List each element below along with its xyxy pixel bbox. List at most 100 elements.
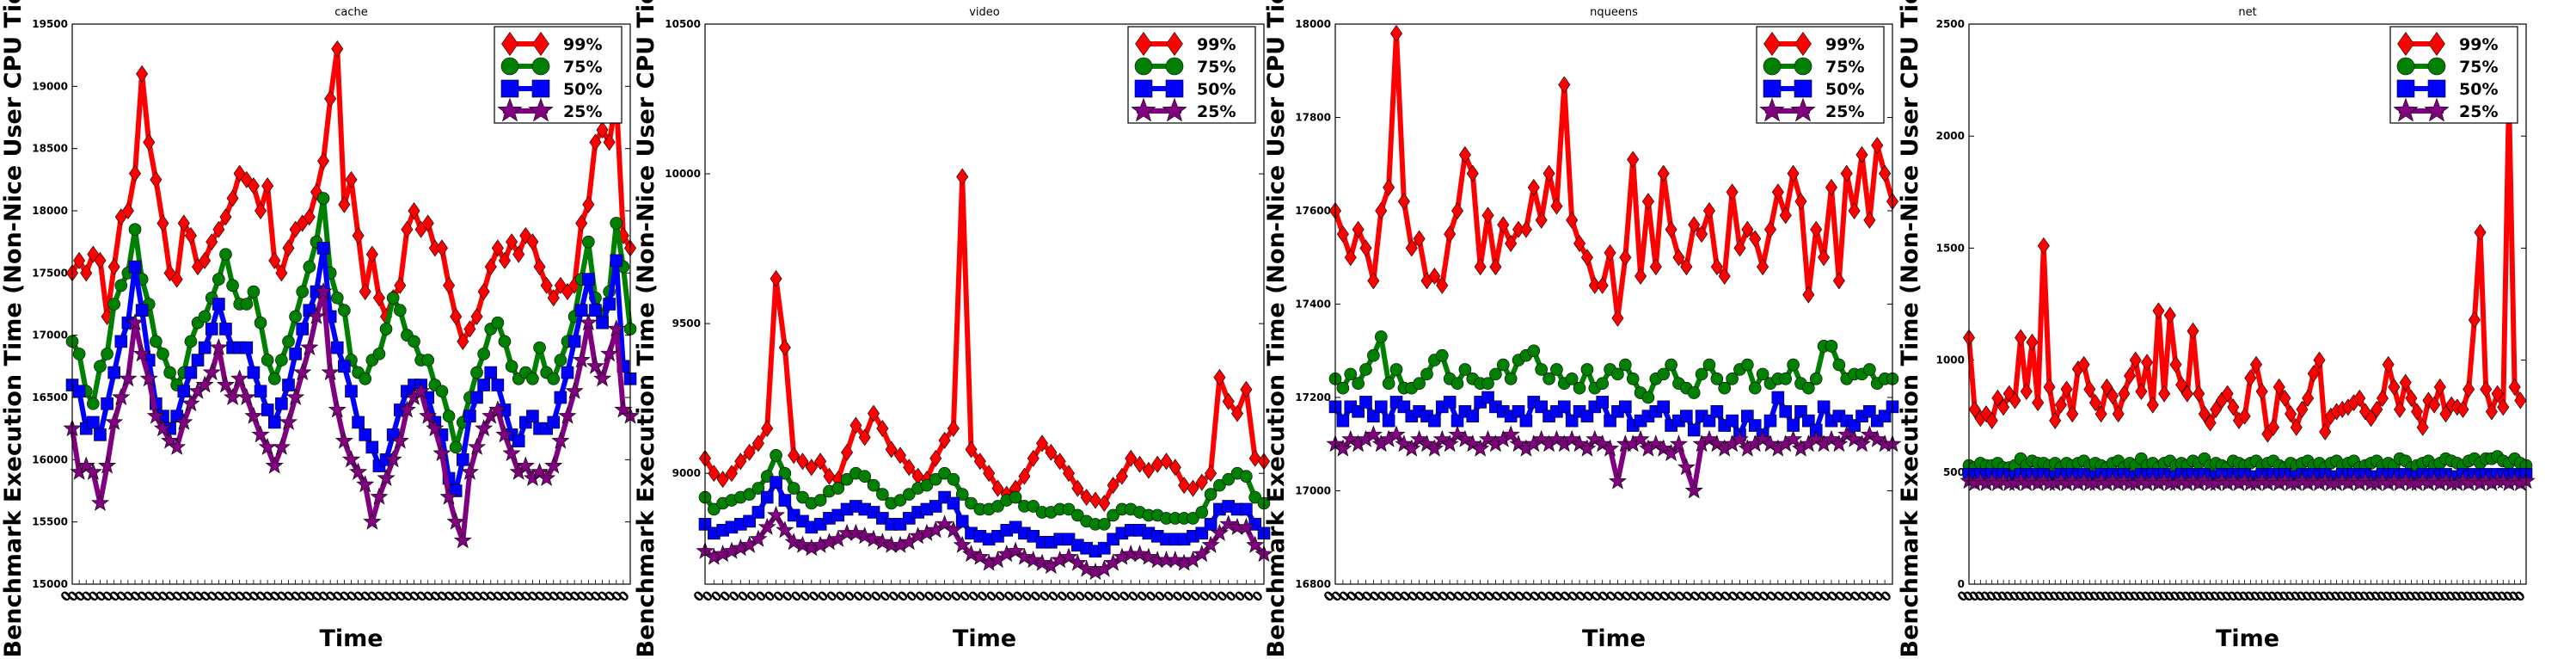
data-point-50pct: [1802, 414, 1815, 428]
data-point-25pct: [1677, 458, 1696, 476]
data-point-75pct: [1213, 478, 1226, 492]
data-point-99pct: [1794, 193, 1807, 211]
data-point-99pct: [876, 420, 889, 437]
data-point-99pct: [2198, 405, 2211, 423]
data-point-99pct: [1413, 230, 1426, 248]
data-point-99pct: [1489, 258, 1502, 276]
data-point-25pct: [593, 369, 612, 387]
data-point-50pct: [1535, 400, 1548, 414]
data-point-25pct: [168, 437, 187, 455]
data-point-99pct: [1352, 220, 1365, 238]
data-point-99pct: [1367, 272, 1380, 290]
data-point-99pct: [1036, 434, 1049, 453]
legend-label: 25%: [2459, 102, 2498, 121]
data-point-75pct: [1741, 358, 1754, 372]
data-point-99pct: [2353, 389, 2366, 407]
data-point-99pct: [1688, 216, 1701, 234]
data-point-99pct: [1604, 243, 1616, 262]
data-point-75pct: [156, 348, 169, 360]
data-point-99pct: [788, 447, 800, 465]
data-point-99pct: [1405, 239, 1418, 257]
data-point-99pct: [1389, 24, 1403, 42]
data-point-99pct: [2152, 302, 2165, 320]
data-point-50pct: [561, 366, 574, 379]
data-point-75pct: [947, 472, 960, 486]
data-point-25pct: [607, 319, 626, 337]
data-point-50pct: [87, 416, 100, 429]
data-point-25pct: [971, 547, 990, 565]
data-point-99pct: [1997, 398, 2010, 416]
data-point-99pct: [2416, 418, 2429, 436]
legend-marker: [501, 31, 518, 57]
data-point-75pct: [1435, 348, 1449, 362]
data-point-99pct: [1543, 164, 1555, 182]
data-point-25pct: [1647, 434, 1665, 453]
x-axis-label: Time: [2216, 625, 2279, 652]
legend-label: 50%: [2459, 80, 2498, 99]
data-point-50pct: [316, 242, 330, 255]
data-point-99pct: [2088, 394, 2101, 412]
data-point-50pct: [1794, 404, 1807, 418]
data-point-99pct: [184, 226, 197, 244]
data-point-99pct: [770, 269, 782, 287]
data-point-99pct: [973, 453, 986, 471]
data-point-75pct: [1389, 363, 1403, 376]
legend-label: 25%: [1197, 102, 1236, 121]
data-point-75pct: [787, 482, 800, 495]
data-point-25pct: [1601, 439, 1620, 457]
data-point-99pct: [743, 443, 756, 461]
data-point-99pct: [2026, 333, 2039, 351]
data-point-75pct: [1596, 377, 1609, 391]
data-point-50pct: [1710, 404, 1724, 418]
data-point-99pct: [1726, 183, 1739, 201]
data-point-25pct: [749, 529, 768, 547]
data-point-25pct: [363, 512, 382, 530]
data-point-99pct: [212, 220, 225, 238]
data-point-75pct: [184, 335, 198, 348]
data-point-25pct: [1501, 425, 1520, 443]
data-point-25pct: [1219, 514, 1238, 533]
data-point-99pct: [582, 195, 595, 213]
data-point-25pct: [1837, 425, 1856, 443]
data-point-99pct: [1802, 286, 1815, 304]
data-point-50pct: [778, 494, 792, 507]
data-point-99pct: [470, 307, 483, 325]
data-point-99pct: [956, 168, 969, 186]
data-point-50pct: [128, 260, 142, 274]
data-point-75pct: [991, 500, 1004, 513]
data-point-75pct: [240, 298, 254, 311]
data-point-75pct: [1504, 372, 1518, 385]
legend-label: 99%: [563, 35, 602, 54]
data-point-99pct: [1375, 202, 1388, 219]
data-point-50pct: [1619, 400, 1632, 414]
data-point-99pct: [128, 164, 142, 182]
data-point-50pct: [1428, 414, 1441, 428]
legend-marker: [1162, 97, 1187, 122]
data-point-75pct: [408, 335, 420, 348]
y-tick-label: 17800: [1295, 112, 1331, 124]
data-point-75pct: [938, 466, 951, 480]
data-point-99pct: [2043, 378, 2056, 396]
data-point-25pct: [300, 338, 319, 356]
data-point-99pct: [1550, 197, 1563, 215]
data-point-99pct: [2175, 376, 2188, 394]
data-point-25pct: [572, 350, 591, 368]
data-point-99pct: [2428, 396, 2441, 414]
data-point-75pct: [708, 502, 721, 516]
data-point-25pct: [953, 535, 972, 553]
data-point-75pct: [1367, 348, 1380, 362]
data-point-99pct: [282, 239, 295, 257]
data-point-25pct: [175, 412, 193, 430]
data-point-99pct: [1649, 258, 1662, 276]
data-point-25pct: [1700, 429, 1719, 447]
data-point-99pct: [2112, 405, 2125, 423]
data-point-75pct: [247, 285, 261, 299]
data-point-99pct: [1160, 453, 1173, 471]
data-point-75pct: [1809, 372, 1823, 385]
data-point-25pct: [1236, 517, 1255, 535]
data-point-75pct: [1344, 367, 1358, 381]
data-point-99pct: [2480, 380, 2493, 398]
data-point-25pct: [139, 369, 158, 387]
data-point-25pct: [1654, 439, 1673, 457]
chart-panel-0: cache 15000 15500 16000 16500 17000 17500 18000…: [0, 0, 640, 658]
